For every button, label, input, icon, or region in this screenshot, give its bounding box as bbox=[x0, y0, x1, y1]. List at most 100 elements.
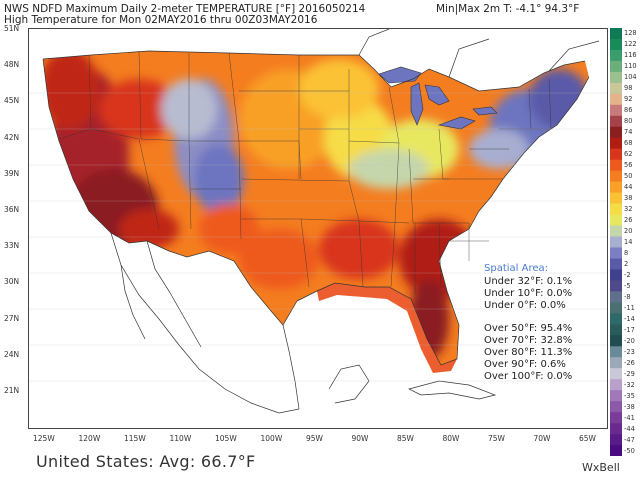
colorbar-swatch bbox=[610, 401, 622, 413]
colorbar-label: 116 bbox=[624, 51, 637, 60]
colorbar-label: 38 bbox=[624, 194, 633, 203]
lon-label: 100W bbox=[260, 434, 283, 443]
colorbar-label: 80 bbox=[624, 117, 633, 126]
colorbar-label: -26 bbox=[624, 358, 635, 367]
colorbar-swatch bbox=[610, 335, 622, 347]
colorbar-label: 74 bbox=[624, 128, 633, 137]
colorbar-label: 14 bbox=[624, 238, 633, 246]
colorbar-label: -14 bbox=[624, 314, 635, 323]
colorbar-label: 110 bbox=[624, 62, 637, 71]
colorbar-label: 8 bbox=[624, 248, 629, 257]
colorbar-label: 122 bbox=[624, 40, 637, 49]
colorbar-swatch bbox=[610, 357, 622, 369]
lon-label: 120W bbox=[78, 434, 101, 443]
colorbar-label: -11 bbox=[624, 303, 635, 312]
colorbar-label: 2 bbox=[624, 259, 629, 268]
colorbar-swatch bbox=[610, 302, 622, 314]
colorbar-swatch bbox=[610, 313, 622, 325]
map-title: NWS NDFD Maximum Daily 2-meter TEMPERATU… bbox=[4, 3, 366, 15]
colorbar-label: 68 bbox=[624, 139, 633, 148]
colorbar-swatch bbox=[610, 28, 622, 40]
map-subtitle: High Temperature for Mon 02MAY2016 thru … bbox=[4, 14, 318, 26]
colorbar-label: 20 bbox=[624, 227, 633, 236]
colorbar-swatch bbox=[610, 203, 622, 215]
colorbar-swatch bbox=[610, 434, 622, 446]
colorbar-label: -44 bbox=[624, 424, 635, 433]
colorbar-label: 50 bbox=[624, 172, 633, 181]
colorbar-swatch bbox=[610, 93, 622, 106]
colorbar-swatch bbox=[610, 445, 622, 456]
colorbar-swatch bbox=[610, 137, 622, 150]
min-max-readout: Min|Max 2m T: -4.1° 94.3°F bbox=[436, 3, 580, 15]
under-stat: Under 0°F: 0.0% bbox=[484, 300, 566, 311]
lat-label: 24N bbox=[4, 349, 20, 359]
under-stat: Under 32°F: 0.1% bbox=[484, 276, 573, 287]
colorbar-label: -47 bbox=[624, 435, 635, 444]
lon-label: 105W bbox=[215, 434, 237, 443]
colorbar-label: -29 bbox=[624, 369, 635, 378]
lon-label: 115W bbox=[124, 434, 146, 443]
colorbar-swatch bbox=[610, 258, 622, 270]
colorbar-label: -17 bbox=[624, 325, 635, 334]
wxbell-logo: WxBell bbox=[582, 461, 620, 474]
colorbar-swatch bbox=[610, 181, 622, 193]
colorbar-swatch bbox=[610, 192, 622, 204]
colorbar-swatch bbox=[610, 170, 622, 182]
colorbar-swatch bbox=[610, 236, 622, 248]
us-average-temperature: United States: Avg: 66.7°F bbox=[36, 452, 256, 471]
colorbar-label: -35 bbox=[624, 391, 635, 400]
over-stat: Over 80°F: 11.3% bbox=[484, 347, 573, 358]
colorbar-swatch bbox=[610, 280, 622, 292]
lon-label: 80W bbox=[442, 434, 460, 443]
lat-label: 42N bbox=[4, 132, 20, 142]
colorbar-label: -50 bbox=[624, 446, 635, 455]
colorbar-label: -41 bbox=[624, 413, 635, 422]
colorbar-swatch bbox=[610, 225, 622, 237]
lat-label: 45N bbox=[4, 96, 20, 106]
lat-label: 27N bbox=[4, 313, 20, 323]
colorbar-swatch bbox=[610, 346, 622, 358]
lon-label: 125W bbox=[33, 434, 55, 443]
colorbar-label: 128 bbox=[624, 29, 637, 38]
lat-label: 48N bbox=[4, 60, 20, 70]
lat-label: 33N bbox=[4, 241, 20, 251]
lon-label: 65W bbox=[579, 434, 596, 443]
over-stat: Over 90°F: 0.6% bbox=[484, 359, 566, 370]
colorbar-swatch bbox=[610, 82, 622, 95]
lon-label: 110W bbox=[169, 434, 192, 443]
map-canvas bbox=[29, 29, 607, 414]
colorbar-swatch bbox=[610, 104, 622, 117]
over-stat: Over 100°F: 0.0% bbox=[484, 371, 573, 382]
colorbar-label: -8 bbox=[624, 292, 631, 301]
colorbar-label: -23 bbox=[624, 347, 635, 356]
colorbar-swatch bbox=[610, 368, 622, 380]
colorbar bbox=[610, 28, 622, 456]
lon-label: 70W bbox=[533, 434, 551, 443]
colorbar-label: 62 bbox=[624, 150, 633, 159]
colorbar-label: 104 bbox=[624, 73, 637, 82]
over-stat: Over 70°F: 32.8% bbox=[484, 335, 573, 346]
colorbar-label: -2 bbox=[624, 270, 631, 279]
colorbar-swatch bbox=[610, 38, 622, 51]
colorbar-swatch bbox=[610, 126, 622, 139]
lat-label: 51N bbox=[4, 24, 20, 33]
temperature-map: Spatial Area: Under 32°F: 0.1% Under 10°F… bbox=[28, 28, 608, 429]
colorbar-label: -32 bbox=[624, 380, 635, 389]
lat-label: 30N bbox=[4, 277, 20, 287]
under-stat: Under 10°F: 0.0% bbox=[484, 288, 573, 299]
lat-label: 36N bbox=[4, 205, 20, 214]
colorbar-label: 26 bbox=[624, 216, 633, 225]
colorbar-label: 32 bbox=[624, 205, 633, 214]
lat-label: 21N bbox=[4, 386, 20, 395]
colorbar-swatch bbox=[610, 115, 622, 128]
colorbar-swatch bbox=[610, 148, 622, 160]
colorbar-label: 92 bbox=[624, 95, 633, 104]
colorbar-swatch bbox=[610, 247, 622, 259]
colorbar-swatch bbox=[610, 269, 622, 281]
colorbar-label: 44 bbox=[624, 183, 633, 192]
colorbar-label: 56 bbox=[624, 161, 633, 170]
colorbar-label: -38 bbox=[624, 402, 635, 411]
colorbar-label: 98 bbox=[624, 84, 633, 93]
colorbar-swatch bbox=[610, 71, 622, 84]
spatial-area-title: Spatial Area: bbox=[484, 263, 548, 274]
